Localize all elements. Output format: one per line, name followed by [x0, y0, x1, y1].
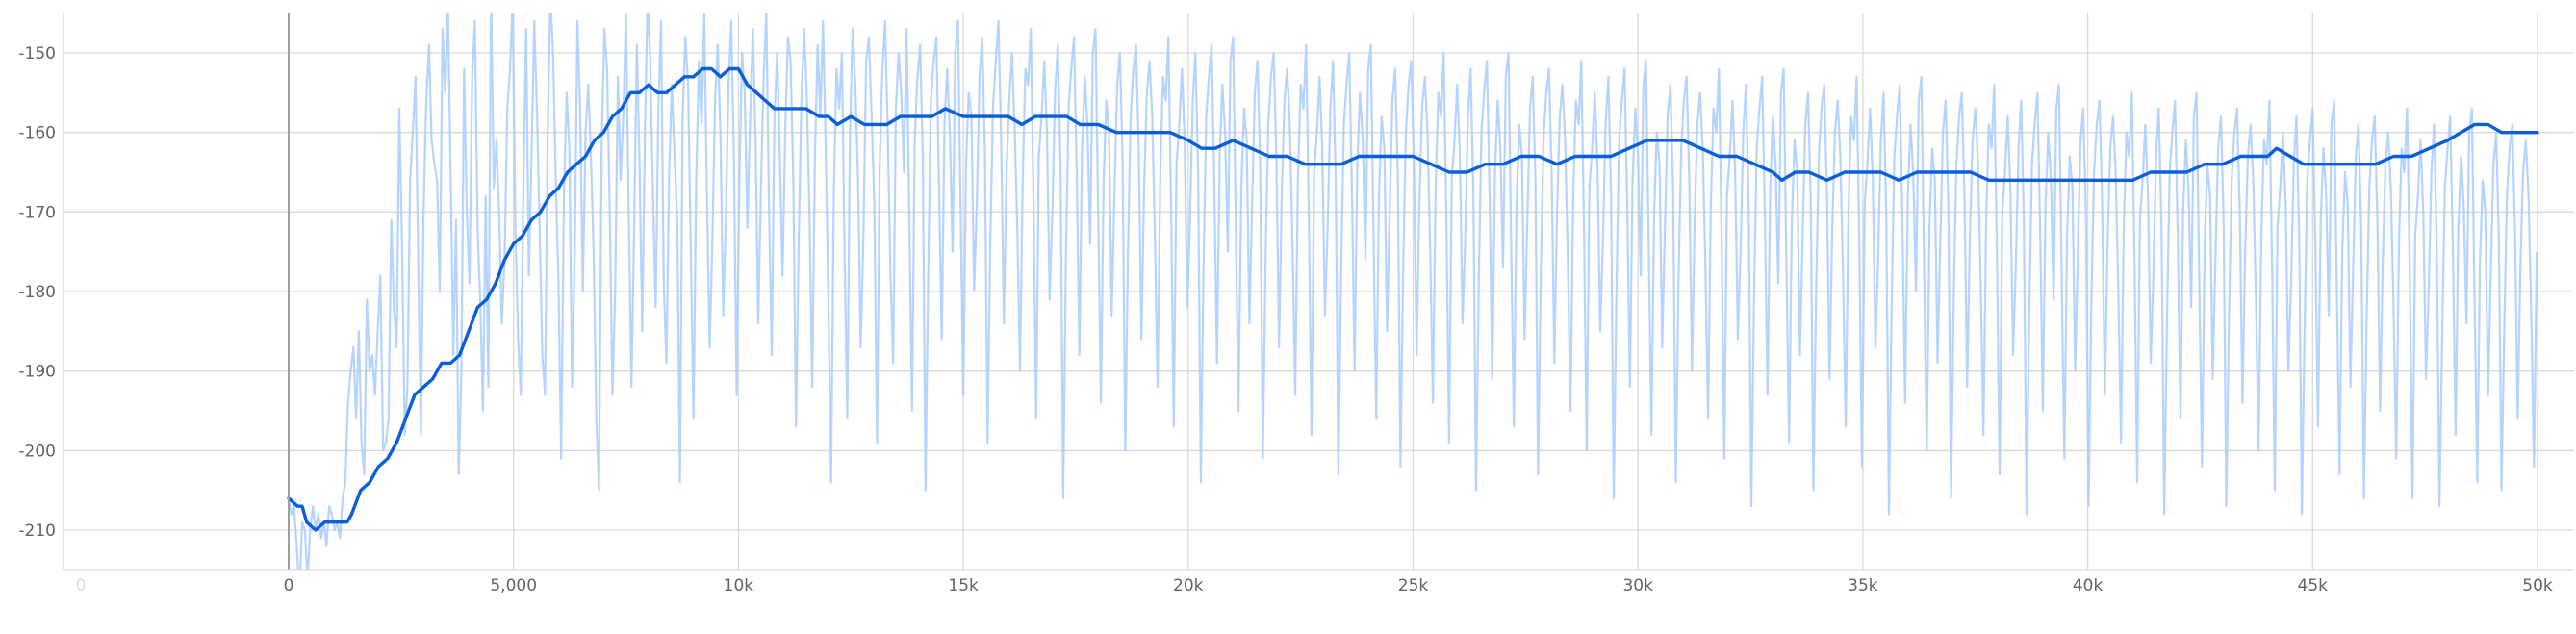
x-tick-label: 0 [76, 576, 87, 596]
axes [63, 13, 2574, 571]
x-tick-label: 10k [724, 576, 754, 596]
y-tick-label: -200 [18, 442, 56, 461]
x-tick-label: 40k [2073, 576, 2104, 596]
smoothed-series-line [287, 66, 2539, 532]
x-tick-label: 15k [948, 576, 979, 596]
x-tick-label: 5,000 [490, 576, 537, 596]
x-tick-label: 25k [1398, 576, 1429, 596]
y-tick-label: -170 [18, 203, 56, 222]
x-tick-label: 0 [284, 576, 294, 596]
y-tick-label: -150 [18, 44, 56, 63]
x-tick-label: 20k [1173, 576, 1204, 596]
y-tick-label: -160 [18, 124, 56, 143]
y-tick-label: -210 [18, 521, 56, 541]
x-tick-label: 30k [1622, 576, 1653, 596]
smoothed-series-layer [287, 66, 2539, 532]
x-tick-label: 45k [2298, 576, 2329, 596]
y-tick-label: -190 [18, 363, 56, 382]
x-tick-label: 50k [2522, 576, 2553, 596]
y-tick-label: -180 [18, 283, 56, 302]
x-tick-label: 35k [1848, 576, 1878, 596]
raw-series-layer [287, 13, 2538, 570]
raw-series-line [287, 13, 2538, 570]
tick-labels: -150 -160 -170 -180 -190 -200 -210 0 0 5,000 10k 15… [18, 44, 2552, 596]
